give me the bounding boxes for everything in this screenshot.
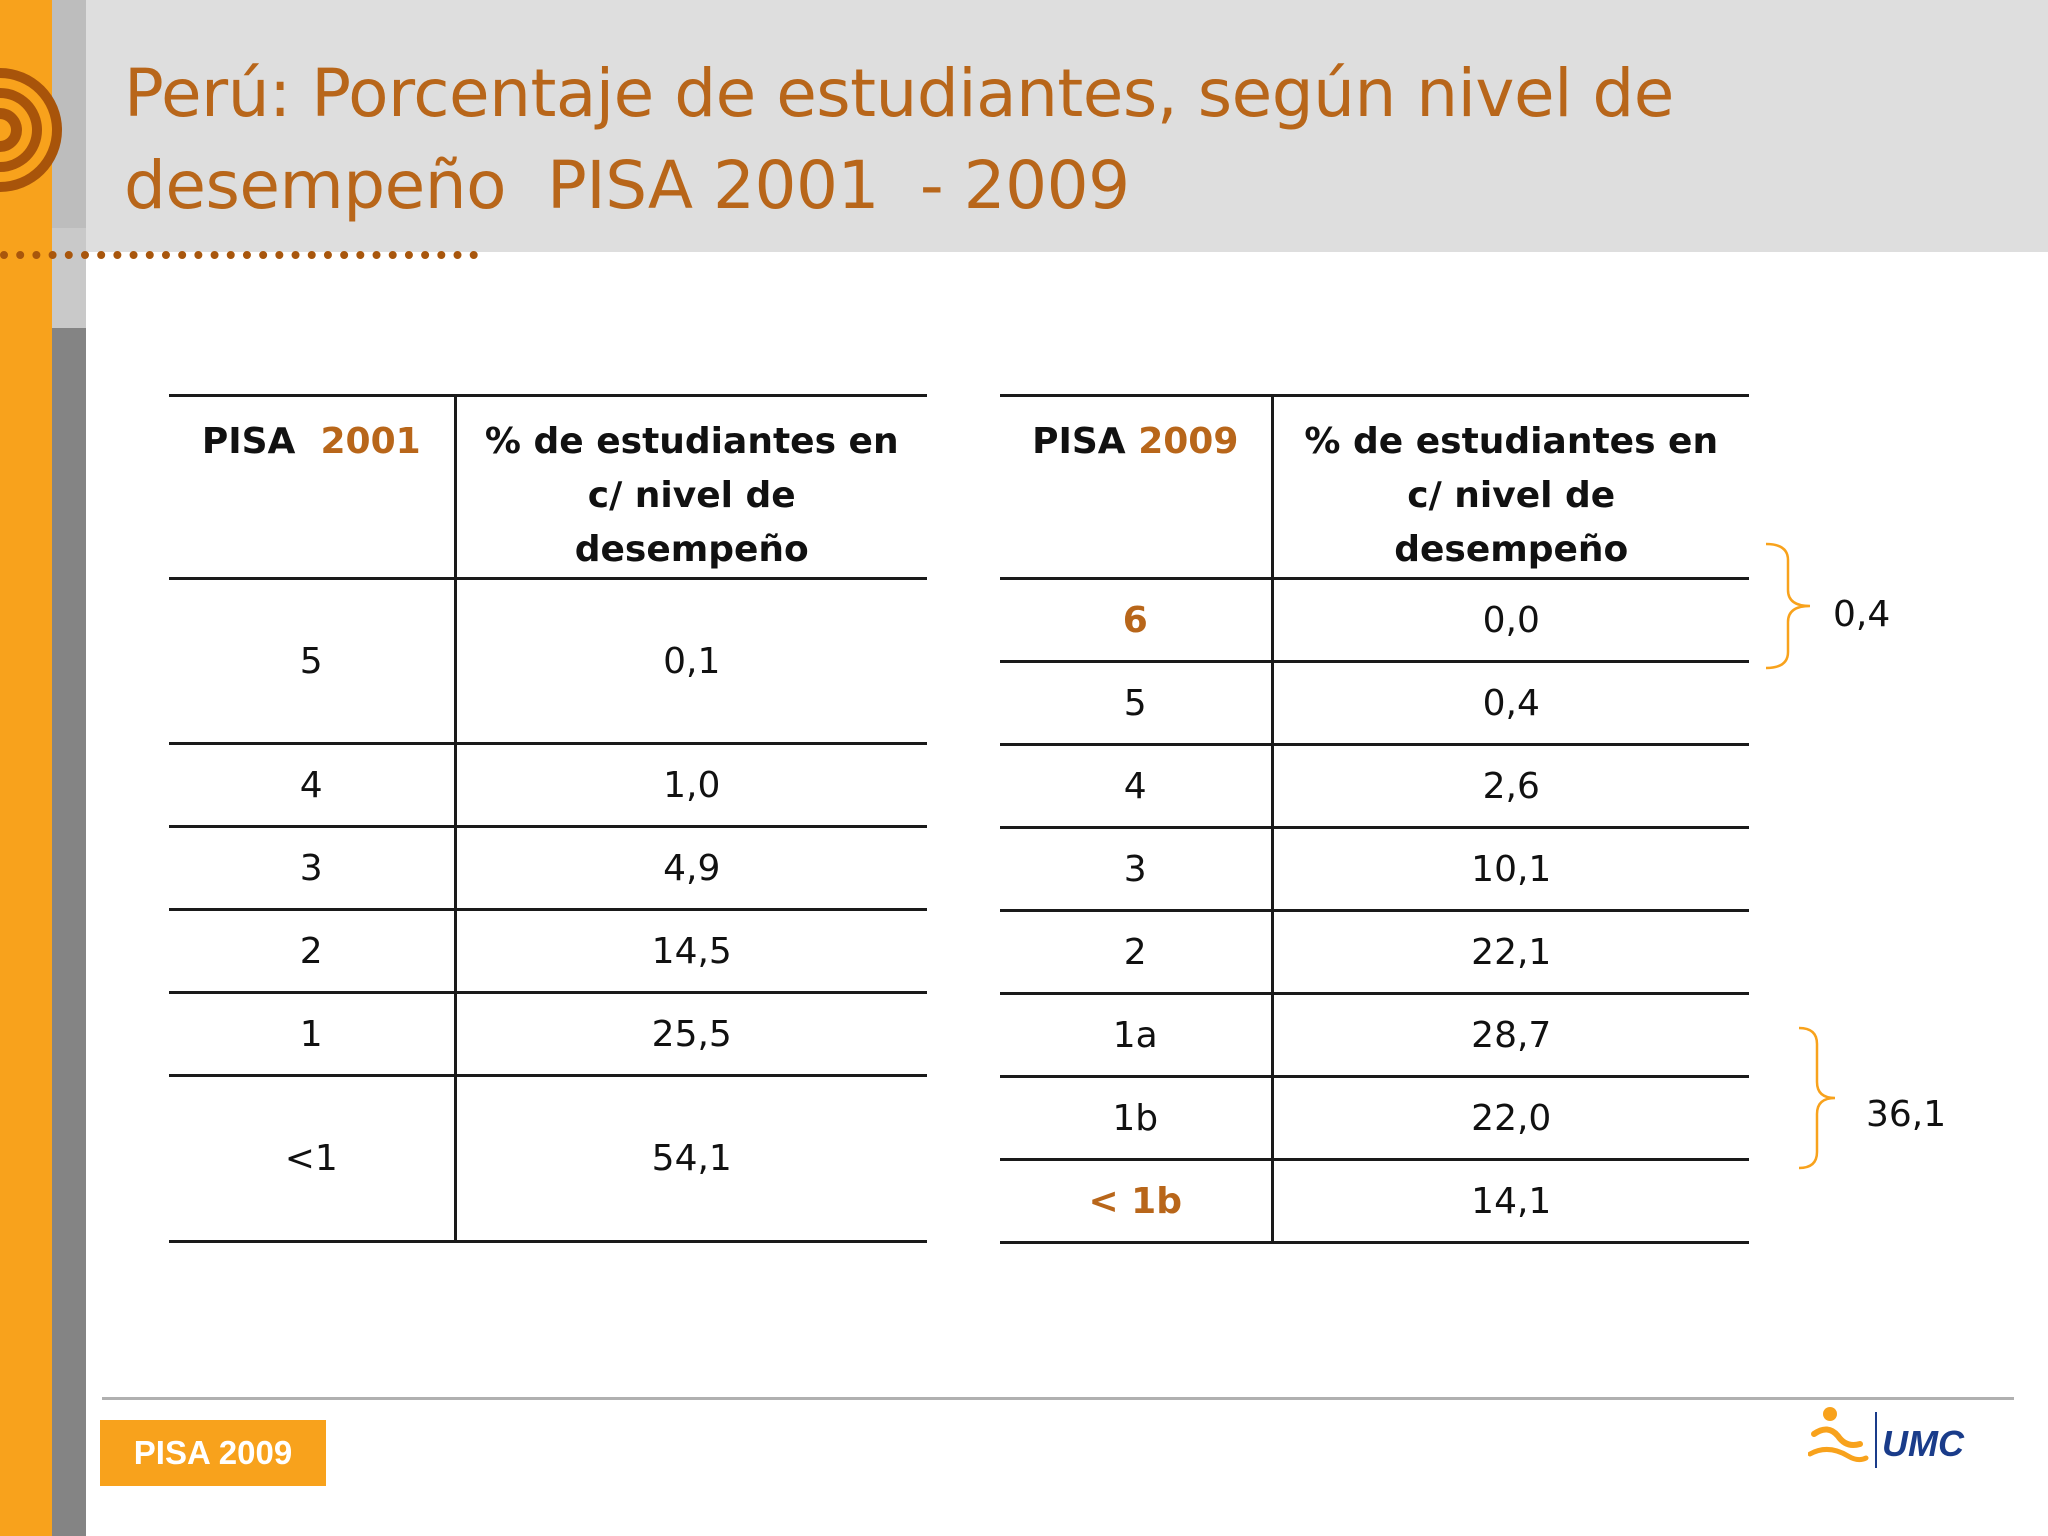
dotted-divider <box>0 251 478 259</box>
level-cell: < 1b <box>1000 1159 1274 1243</box>
level-cell: 4 <box>169 743 457 827</box>
brace-bottom-value: 36,1 <box>1866 1094 1947 1135</box>
pct-cell: 4,9 <box>663 847 721 889</box>
pct-cell: 1,0 <box>663 764 721 806</box>
table-row: 4 1,0 <box>169 743 927 827</box>
pct-cell: 54,1 <box>651 1138 732 1179</box>
pct-cell: 0,4 <box>1482 682 1540 724</box>
table-row: 3 10,1 <box>1000 827 1749 911</box>
pct-cell: 0,1 <box>663 640 721 682</box>
umc-logo-text: UMC <box>1882 1423 1965 1464</box>
pct-cell: 25,5 <box>651 1013 732 1055</box>
brace-top-icon <box>1765 542 1811 670</box>
pct-cell: 2,6 <box>1482 765 1540 807</box>
table-row: 3 4,9 <box>169 826 927 910</box>
pct-cell: 14,1 <box>1471 1180 1552 1222</box>
brace-top-value: 0,4 <box>1833 594 1891 635</box>
level-cell: 3 <box>1000 827 1274 911</box>
footer-pisa-tag: PISA 2009 <box>100 1420 326 1486</box>
table-row: <1 54,1 <box>169 1075 927 1242</box>
table-pisa-2009: PISA 2009 % de estudiantes en c/ nivel d… <box>1000 394 1749 1244</box>
umc-logo-icon: UMC <box>1808 1407 1965 1468</box>
left-orange-stripe <box>0 0 52 1536</box>
level-cell: 4 <box>1000 744 1274 828</box>
table-row: 5 0,1 <box>169 578 927 744</box>
pct-cell: 10,1 <box>1471 848 1552 890</box>
level-cell: 5 <box>1000 661 1274 745</box>
table-row: 2 22,1 <box>1000 910 1749 994</box>
table-row: 1 25,5 <box>169 992 927 1076</box>
level-cell: 6 <box>1000 578 1274 662</box>
table-row: 6 0,0 <box>1000 578 1749 662</box>
level-cell: 5 <box>169 578 457 744</box>
title-band <box>86 0 2048 252</box>
left-light-stripe <box>52 228 86 328</box>
level-cell: 2 <box>1000 910 1274 994</box>
title-line-2: desempeño PISA 2001 - 2009 <box>124 147 1130 224</box>
spiral-logo-icon <box>0 68 62 192</box>
footer-divider <box>102 1397 2014 1400</box>
level-cell: 3 <box>169 826 457 910</box>
table-row: 1a 28,7 <box>1000 993 1749 1077</box>
header-year: 2001 <box>320 421 421 462</box>
brace-bottom-icon <box>1798 1026 1836 1170</box>
header-level-2001: PISA 2001 <box>169 395 457 579</box>
table-row: 1b 22,0 <box>1000 1076 1749 1160</box>
pct-cell: 28,7 <box>1471 1014 1552 1056</box>
pct-cell: 0,0 <box>1482 599 1540 641</box>
pct-cell: 22,0 <box>1471 1097 1552 1139</box>
pct-cell: 22,1 <box>1471 931 1552 973</box>
header-prefix: PISA <box>201 421 296 462</box>
table-row: 2 14,5 <box>169 909 927 993</box>
level-cell: 1b <box>1000 1076 1274 1160</box>
header-year: 2009 <box>1138 421 1239 462</box>
table-row: 4 2,6 <box>1000 744 1749 828</box>
level-cell: 1a <box>1000 993 1274 1077</box>
pct-cell: 14,5 <box>651 930 732 972</box>
header-percentage-2001: % de estudiantes en c/ nivel de desempeñ… <box>484 421 899 570</box>
level-cell: 1 <box>169 992 457 1076</box>
level-cell: 2 <box>169 909 457 993</box>
header-prefix: PISA <box>1032 421 1126 462</box>
level-cell: <1 <box>169 1075 457 1242</box>
table-row: < 1b 14,1 <box>1000 1159 1749 1243</box>
header-percentage-2009: % de estudiantes en c/ nivel de desempeñ… <box>1304 421 1719 570</box>
header-level-2009: PISA 2009 <box>1000 395 1274 579</box>
table-pisa-2001: PISA 2001 % de estudiantes en c/ nivel d… <box>169 394 927 1243</box>
table-row: 5 0,4 <box>1000 661 1749 745</box>
page-title: Perú: Porcentaje de estudiantes, según n… <box>124 48 1924 232</box>
title-line-1: Perú: Porcentaje de estudiantes, según n… <box>124 55 1674 132</box>
